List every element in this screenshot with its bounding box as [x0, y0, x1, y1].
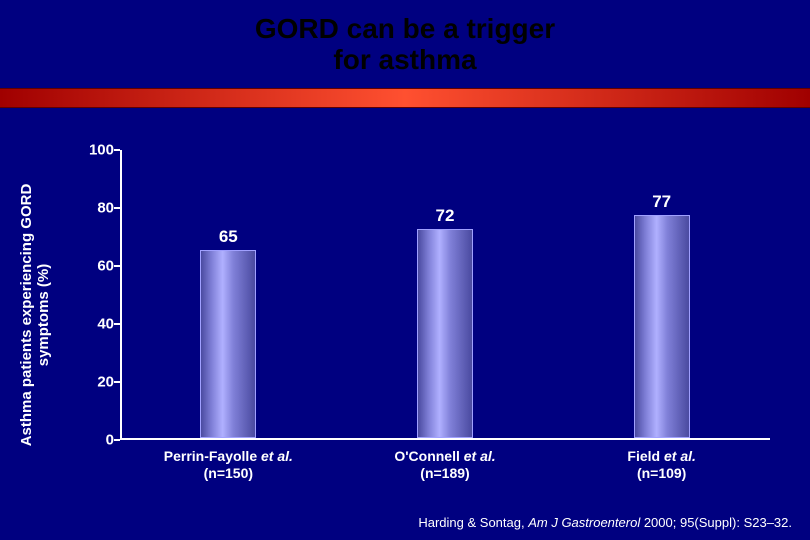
ytick-mark — [114, 265, 120, 267]
ytick-label: 40 — [78, 316, 114, 333]
divider-bar — [0, 88, 810, 108]
ylabel-line-2: symptoms (%) — [35, 264, 52, 367]
bar: 72 — [417, 229, 473, 438]
ylabel-line-1: Asthma patients experiencing GORD — [18, 184, 35, 447]
plot-area: 02040608010065Perrin-Fayolle et al.(n=15… — [120, 150, 770, 440]
ytick-label: 0 — [78, 432, 114, 449]
bar-value-label: 65 — [219, 227, 238, 247]
et-al: et al. — [261, 448, 293, 464]
ytick-mark — [114, 149, 120, 151]
ytick-mark — [114, 439, 120, 441]
ytick-label: 100 — [78, 142, 114, 159]
ytick-label: 20 — [78, 374, 114, 391]
title-line-2: for asthma — [333, 44, 476, 75]
slide-title: GORD can be a trigger for asthma — [0, 0, 810, 76]
sample-size: (n=189) — [420, 465, 469, 481]
chart-container: Asthma patients experiencing GORD sympto… — [40, 140, 780, 490]
et-al: et al. — [664, 448, 696, 464]
category-label: Perrin-Fayolle et al. (n=150) — [164, 448, 293, 482]
ytick-label: 60 — [78, 258, 114, 275]
ytick-label: 80 — [78, 200, 114, 217]
y-axis-label: Asthma patients experiencing GORD sympto… — [18, 165, 52, 465]
citation-journal: Am J Gastroenterol — [528, 515, 640, 530]
bar-value-label: 72 — [436, 206, 455, 226]
citation-prefix: Harding & Sontag, — [418, 515, 528, 530]
ytick-mark — [114, 323, 120, 325]
title-line-1: GORD can be a trigger — [255, 13, 555, 44]
category-label: Field et al.(n=109) — [627, 448, 695, 482]
study-name: Perrin-Fayolle — [164, 448, 261, 464]
sample-size: (n=150) — [204, 465, 253, 481]
category-label: O'Connell et al.(n=189) — [394, 448, 495, 482]
study-name: Field — [627, 448, 664, 464]
y-axis — [120, 150, 122, 440]
citation-rest: 2000; 95(Suppl): S23–32. — [640, 515, 792, 530]
bar: 77 — [634, 215, 690, 438]
et-al: et al. — [464, 448, 496, 464]
x-axis — [120, 438, 770, 440]
citation: Harding & Sontag, Am J Gastroenterol 200… — [418, 515, 792, 530]
ytick-mark — [114, 381, 120, 383]
ytick-mark — [114, 207, 120, 209]
bar: 65 — [200, 250, 256, 439]
study-name: O'Connell — [394, 448, 463, 464]
sample-size: (n=109) — [637, 465, 686, 481]
bar-value-label: 77 — [652, 192, 671, 212]
